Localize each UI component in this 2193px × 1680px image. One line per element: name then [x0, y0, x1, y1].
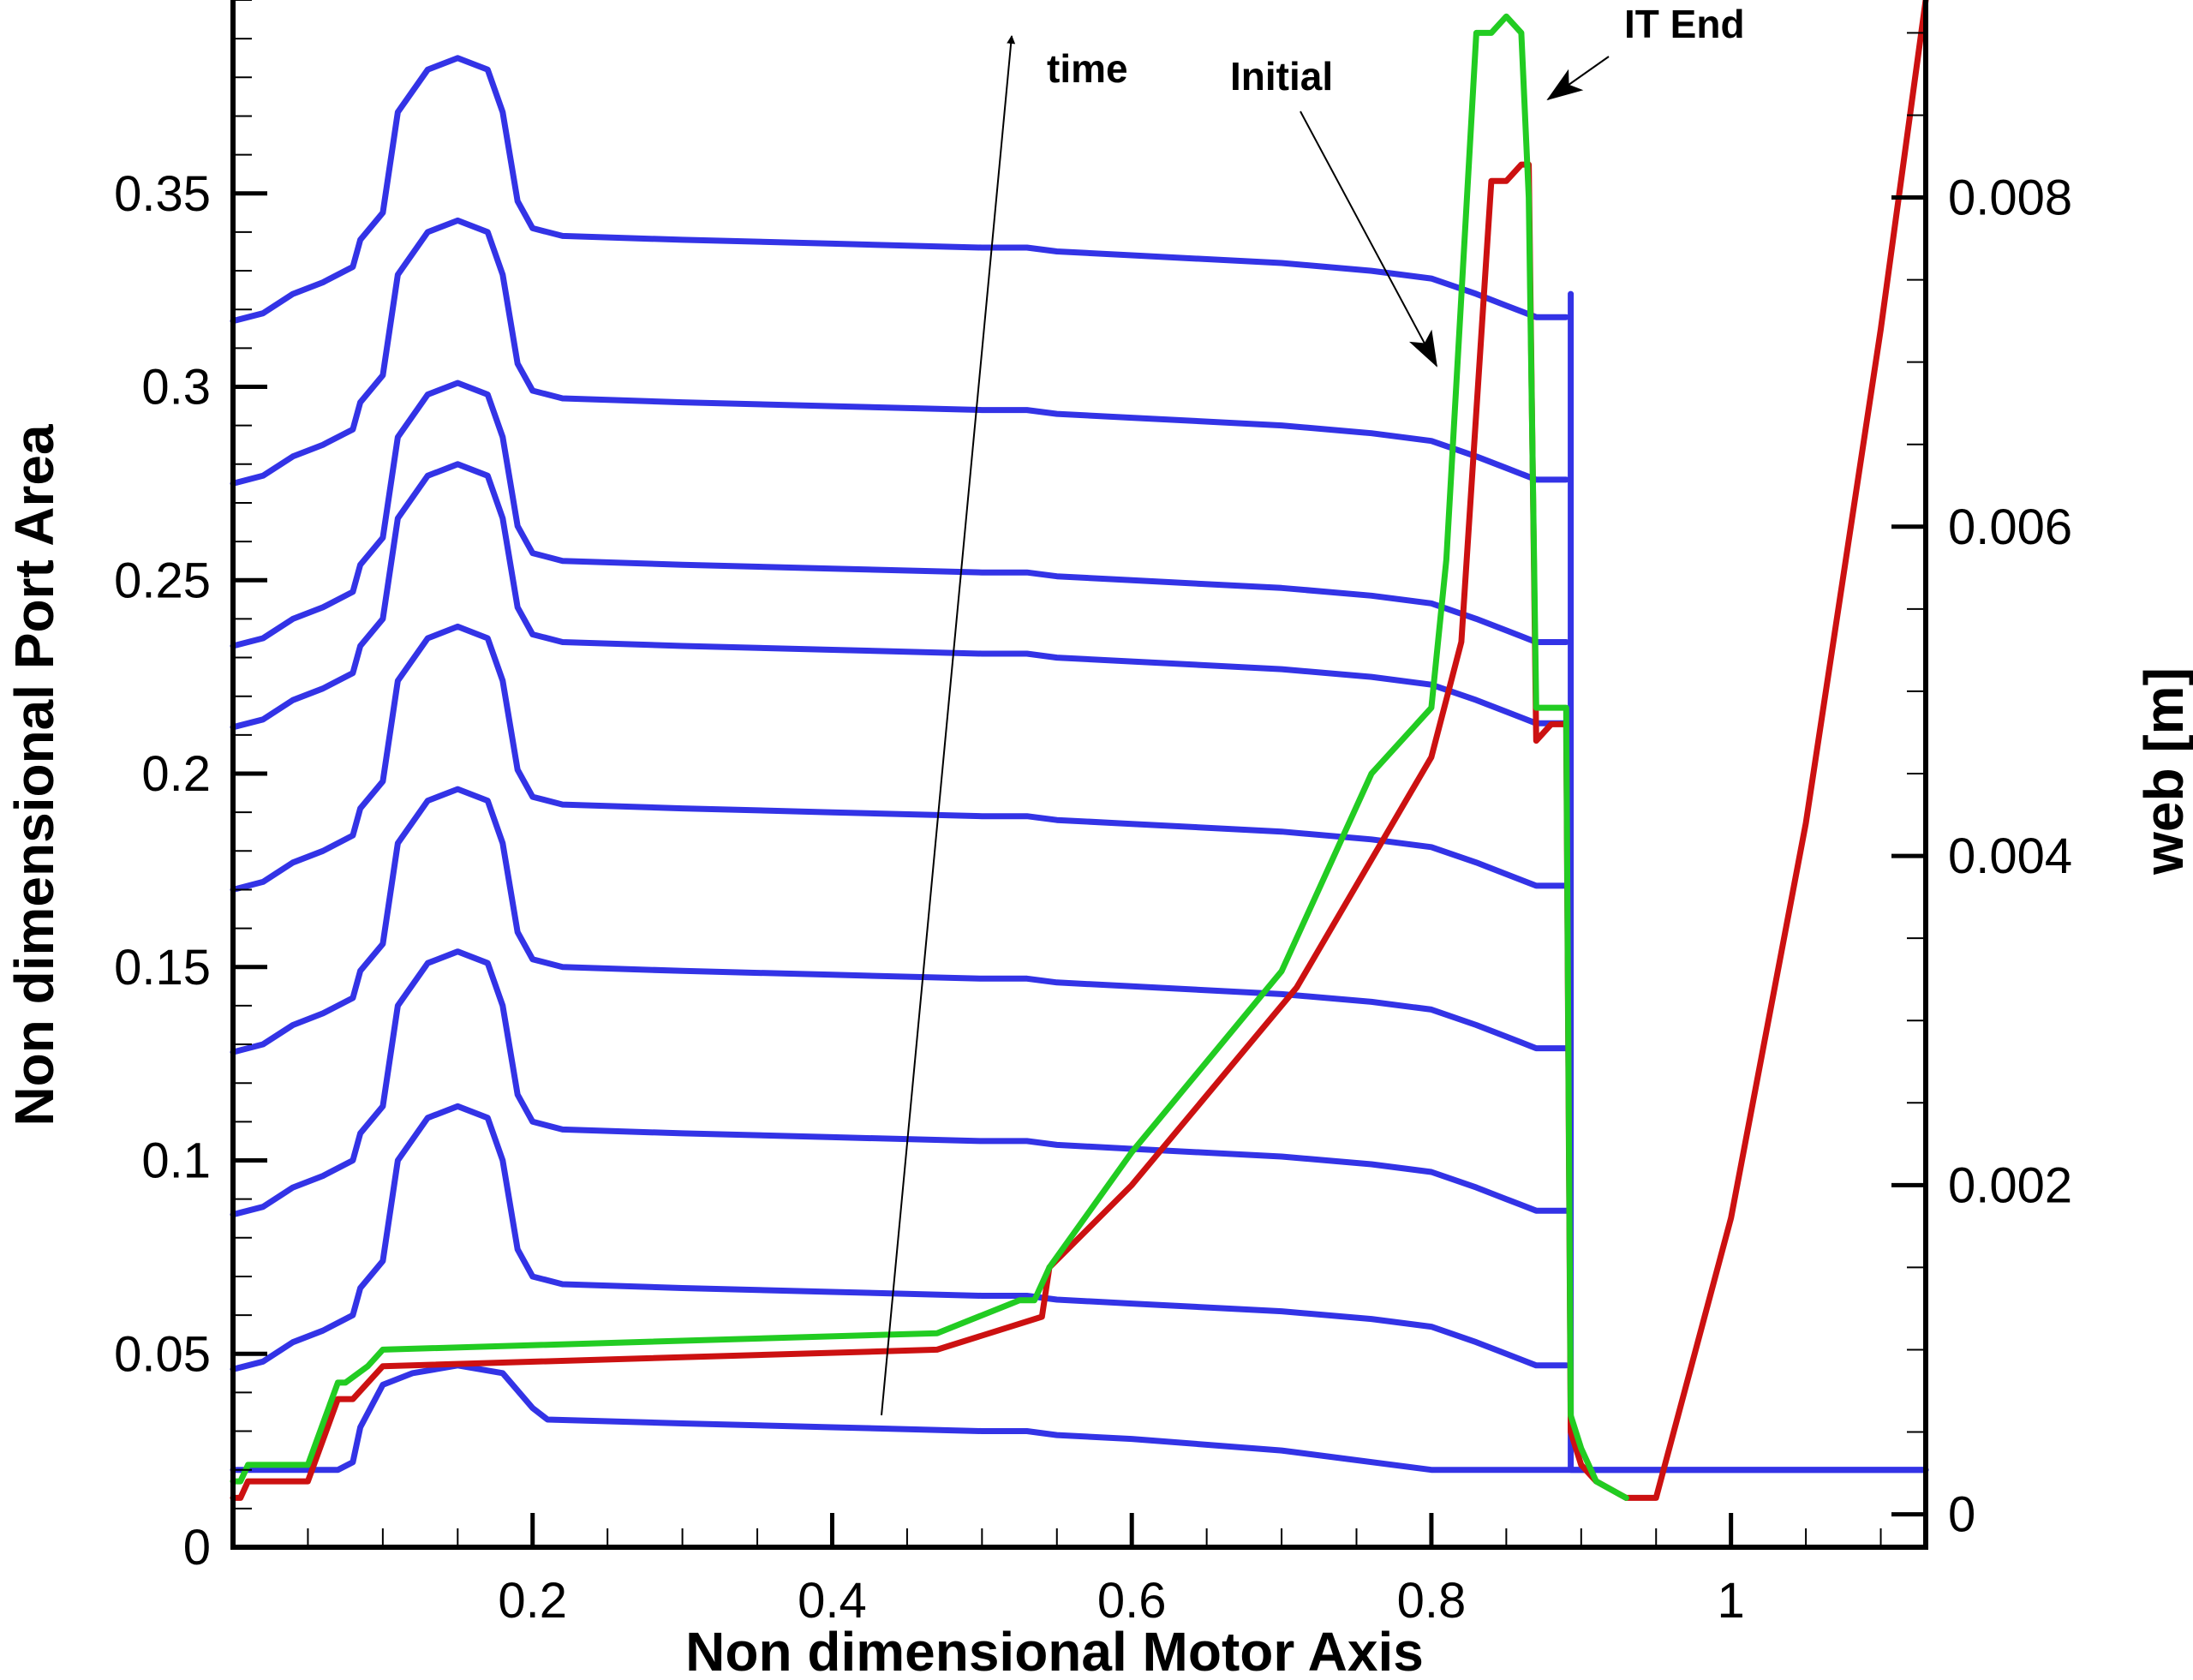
port-area-profile-5: [230, 623, 1569, 893]
y-left-axis-title: Non dimensional Port Area: [3, 424, 65, 1127]
y-right-axis-title: web [m]: [2133, 667, 2193, 876]
initial-web-line: [230, 0, 1929, 1501]
x-tick-label: 0.6: [1097, 1573, 1167, 1629]
y-right-tick-label: 0.006: [1948, 499, 2072, 555]
y-left-tick-label: 0.1: [141, 1133, 211, 1189]
port-area-profile-10: [1568, 290, 1929, 1474]
port-area-profile-4: [230, 786, 1569, 1055]
initial-annotation: Initial: [1230, 54, 1333, 99]
y-right-tick-label: 0.004: [1948, 828, 2072, 884]
port-area-profile-2: [230, 1103, 1569, 1372]
it-end-web-line: [230, 13, 1629, 1501]
port-area-profile-1: [230, 1362, 1929, 1474]
y-left-tick-label: 0.25: [114, 553, 211, 608]
x-tick-label: 0.2: [498, 1573, 567, 1629]
x-tick-label: 0.8: [1397, 1573, 1467, 1629]
y-right-tick-label: 0.002: [1948, 1157, 2072, 1213]
y-left-tick-label: 0.15: [114, 940, 211, 995]
it-end-annotation: IT End: [1624, 2, 1745, 46]
port-area-profile-3: [230, 948, 1569, 1218]
time-annotation: time: [1047, 46, 1128, 91]
x-axis-title: Non dimensional Motor Axis: [685, 1621, 1424, 1680]
port-area-profile-6: [230, 461, 1569, 731]
y-right-tick-label: 0: [1948, 1487, 1975, 1543]
time-arrow: [881, 35, 1016, 1416]
y-left-tick-label: 0: [183, 1520, 211, 1575]
it-end-arrow: [1546, 56, 1610, 101]
series-layer: [230, 0, 1929, 1501]
y-right-tick-label: 0.008: [1948, 170, 2072, 226]
y-left-tick-label: 0.05: [114, 1326, 211, 1382]
initial-arrow: [1300, 111, 1437, 368]
x-tick-label: 0.4: [798, 1573, 867, 1629]
y-left-tick-label: 0.2: [141, 746, 211, 802]
port-area-profile-9: [230, 55, 1569, 325]
y-left-tick-label: 0.3: [141, 360, 211, 416]
x-tick-label: 1: [1718, 1573, 1745, 1629]
port-area-profile-8: [230, 217, 1569, 487]
y-left-tick-label: 0.35: [114, 166, 211, 222]
axes-layer: 0.2 0.4 0.6 0.8 1 0 0.05 0.1 0.15 0.2 0.25 0.3 0.35 0…: [114, 0, 2072, 1629]
port-area-profile-7: [230, 380, 1569, 649]
